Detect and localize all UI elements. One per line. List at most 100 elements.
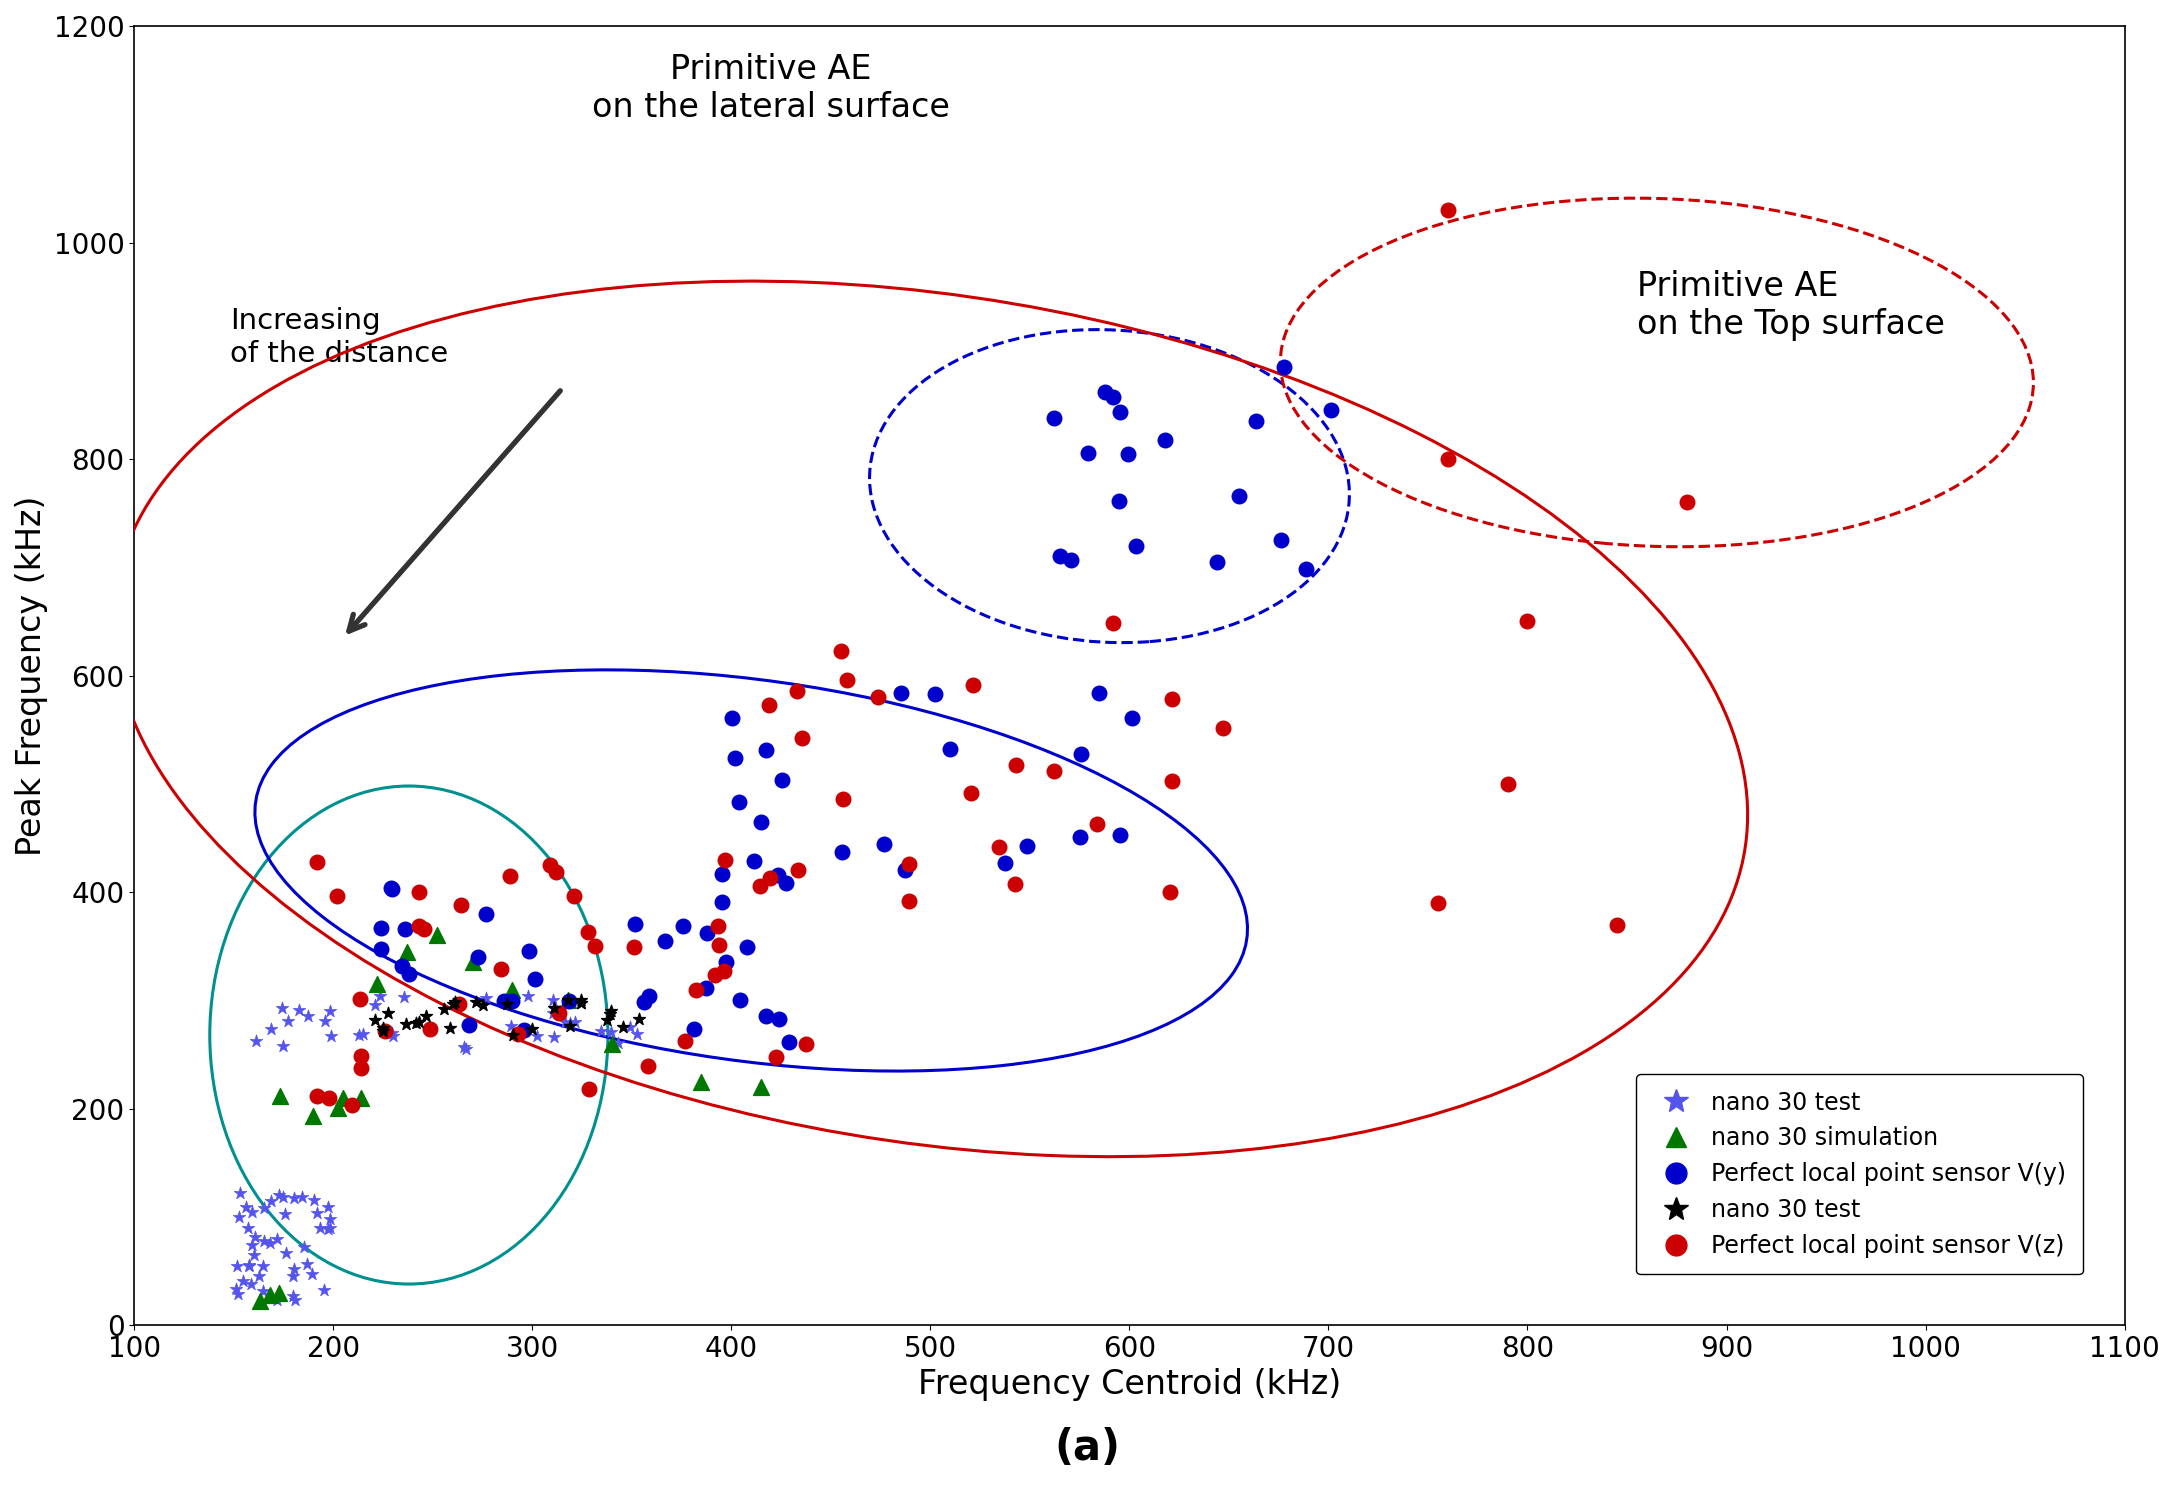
nano 30 test: [468, 986, 502, 1009]
Perfect local point sensor V(z): [753, 693, 787, 717]
nano 30 test: [563, 987, 598, 1011]
Perfect local point sensor V(y): [1198, 550, 1233, 574]
Perfect local point sensor V(y): [705, 862, 740, 886]
X-axis label: Frequency Centroid (kHz): Frequency Centroid (kHz): [918, 1369, 1342, 1402]
Perfect local point sensor V(z): [759, 1045, 794, 1069]
nano 30 test: [294, 1261, 328, 1285]
nano 30 test: [537, 1026, 572, 1050]
nano 30 test: [296, 1188, 331, 1212]
Perfect local point sensor V(z): [533, 853, 568, 877]
nano 30 test: [365, 1015, 400, 1039]
nano 30 test: [241, 1264, 276, 1288]
Y-axis label: Peak Frequency (kHz): Peak Frequency (kHz): [15, 495, 48, 856]
Perfect local point sensor V(y): [626, 990, 661, 1014]
nano 30 test: [311, 1196, 346, 1220]
nano 30 simulation: [594, 1032, 629, 1056]
Perfect local point sensor V(z): [831, 668, 866, 692]
Perfect local point sensor V(z): [957, 672, 992, 696]
nano 30 test: [235, 1233, 270, 1257]
Perfect local point sensor V(z): [557, 884, 592, 908]
Perfect local point sensor V(y): [744, 810, 779, 833]
nano 30 test: [459, 990, 494, 1014]
Perfect local point sensor V(z): [1431, 447, 1466, 471]
nano 30 test: [489, 992, 524, 1015]
nano 30 test: [374, 1021, 409, 1045]
nano 30 test: [233, 1254, 268, 1278]
nano 30 test: [357, 1008, 391, 1032]
nano 30 test: [276, 1288, 311, 1312]
Perfect local point sensor V(y): [468, 902, 502, 926]
nano 30 test: [346, 1021, 381, 1045]
Perfect local point sensor V(z): [668, 1029, 703, 1053]
Perfect local point sensor V(y): [689, 975, 724, 999]
Perfect local point sensor V(z): [570, 920, 605, 944]
nano 30 test: [496, 1023, 531, 1047]
nano 30 test: [426, 997, 461, 1021]
Perfect local point sensor V(z): [1153, 880, 1188, 904]
Perfect local point sensor V(z): [679, 978, 713, 1002]
Perfect local point sensor V(z): [753, 866, 787, 890]
Perfect local point sensor V(y): [1070, 441, 1105, 465]
nano 30 test: [583, 1018, 618, 1042]
Perfect local point sensor V(y): [1118, 534, 1153, 558]
Perfect local point sensor V(z): [1420, 892, 1455, 915]
Perfect local point sensor V(z): [785, 726, 820, 750]
nano 30 test: [246, 1196, 281, 1220]
Perfect local point sensor V(y): [883, 681, 918, 705]
Perfect local point sensor V(y): [1266, 355, 1301, 379]
nano 30 test: [613, 1014, 648, 1038]
nano 30 test: [252, 1232, 287, 1255]
Perfect local point sensor V(y): [374, 877, 409, 901]
nano 30 test: [537, 996, 572, 1020]
nano 30 test: [218, 1278, 252, 1302]
Perfect local point sensor V(z): [341, 987, 376, 1011]
nano 30 test: [265, 1185, 300, 1209]
Perfect local point sensor V(z): [700, 914, 735, 938]
nano 30 test: [446, 1035, 481, 1059]
Perfect local point sensor V(y): [748, 1005, 783, 1029]
Perfect local point sensor V(z): [444, 893, 478, 917]
Perfect local point sensor V(z): [483, 957, 518, 981]
Perfect local point sensor V(y): [1264, 528, 1298, 552]
nano 30 test: [376, 1024, 411, 1048]
nano 30 test: [465, 993, 500, 1017]
nano 30 test: [285, 1185, 320, 1209]
Legend: nano 30 test, nano 30 simulation, Perfect local point sensor V(y), nano 30 test,: nano 30 test, nano 30 simulation, Perfec…: [1636, 1074, 2084, 1275]
Perfect local point sensor V(y): [761, 863, 796, 887]
nano 30 test: [535, 1000, 570, 1024]
nano 30 test: [437, 990, 472, 1014]
nano 30 test: [246, 1230, 281, 1254]
nano 30 simulation: [263, 1084, 298, 1108]
nano 30 test: [563, 992, 598, 1015]
nano 30 test: [237, 1242, 272, 1266]
Perfect local point sensor V(z): [311, 1085, 346, 1109]
Perfect local point sensor V(y): [887, 857, 922, 881]
Perfect local point sensor V(y): [1288, 558, 1322, 581]
Perfect local point sensor V(z): [1670, 491, 1705, 514]
Perfect local point sensor V(y): [761, 1006, 796, 1030]
Perfect local point sensor V(y): [772, 1030, 807, 1054]
Perfect local point sensor V(z): [953, 781, 987, 805]
Perfect local point sensor V(z): [790, 1032, 824, 1056]
Perfect local point sensor V(z): [335, 1093, 370, 1117]
Perfect local point sensor V(y): [461, 945, 496, 969]
Perfect local point sensor V(z): [1079, 813, 1114, 836]
Text: Primitive AE
on the lateral surface: Primitive AE on the lateral surface: [592, 54, 950, 124]
nano 30 test: [620, 1023, 655, 1047]
Text: Increasing
of the distance: Increasing of the distance: [231, 307, 448, 368]
Perfect local point sensor V(z): [442, 993, 476, 1017]
Perfect local point sensor V(z): [892, 851, 927, 875]
Perfect local point sensor V(z): [703, 933, 737, 957]
Perfect local point sensor V(z): [824, 787, 859, 811]
Perfect local point sensor V(z): [500, 1023, 535, 1047]
Perfect local point sensor V(y): [363, 915, 398, 939]
Perfect local point sensor V(z): [300, 850, 335, 874]
nano 30 test: [513, 1017, 548, 1041]
Perfect local point sensor V(y): [731, 935, 766, 959]
Perfect local point sensor V(y): [1088, 380, 1122, 404]
Text: Primitive AE
on the Top surface: Primitive AE on the Top surface: [1638, 270, 1944, 341]
nano 30 test: [363, 984, 398, 1008]
Perfect local point sensor V(y): [824, 841, 859, 865]
Perfect local point sensor V(y): [666, 914, 700, 938]
nano 30 test: [409, 1005, 444, 1029]
